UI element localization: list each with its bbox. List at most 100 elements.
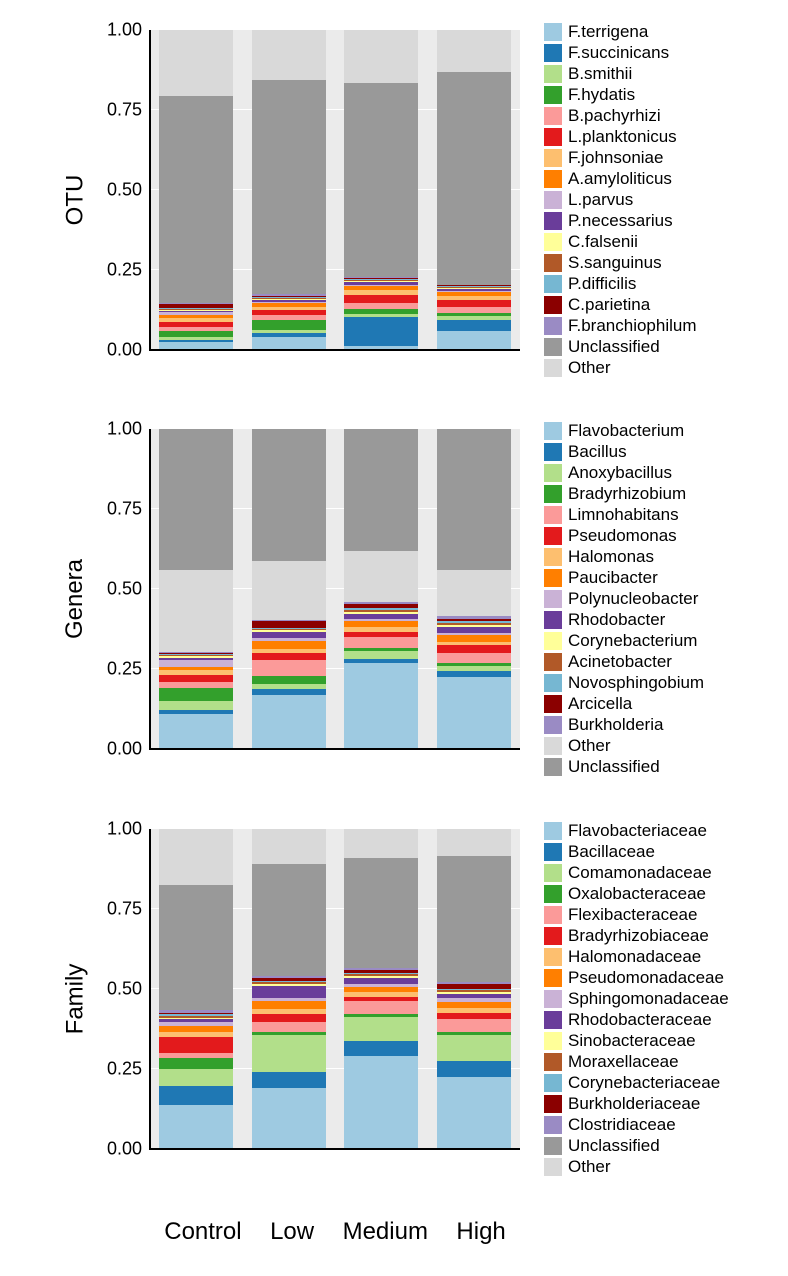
- legend-label: Burkholderiaceae: [568, 1094, 700, 1114]
- bar-control: [159, 429, 233, 749]
- legend-item: P.necessarius: [544, 211, 778, 231]
- bars-container: [150, 429, 520, 749]
- legend-item: B.smithii: [544, 64, 778, 84]
- legend-item: Acinetobacter: [544, 652, 778, 672]
- figure-root: OTU 0.000.250.500.751.00 F.terrigenaF.succ…: [0, 0, 788, 1276]
- legend-swatch: [544, 695, 562, 713]
- legend-swatch: [544, 1053, 562, 1071]
- legend-swatch: [544, 611, 562, 629]
- ytick-label: 0.50: [107, 978, 150, 999]
- ytick-label: 0.25: [107, 1058, 150, 1079]
- bars-container: [150, 30, 520, 350]
- legend-label: Anoxybacillus: [568, 463, 672, 483]
- panel-genera: Genera 0.000.250.500.751.00 Flavobacterium…: [60, 419, 778, 779]
- segment: [159, 570, 233, 652]
- segment: [344, 30, 418, 83]
- segment: [344, 1056, 418, 1149]
- legend-label: F.terrigena: [568, 22, 648, 42]
- legend-swatch: [544, 359, 562, 377]
- legend-swatch: [544, 569, 562, 587]
- ytick-label: 0.25: [107, 659, 150, 680]
- legend-swatch: [544, 275, 562, 293]
- legend-item: Unclassified: [544, 757, 778, 777]
- legend-item: Rhodobacter: [544, 610, 778, 630]
- segment: [252, 80, 326, 294]
- legend-item: A.amyloliticus: [544, 169, 778, 189]
- ytick-label: 0.75: [107, 898, 150, 919]
- panel-family: Family0.000.250.500.751.00Flavobacteriac…: [60, 819, 778, 1179]
- segment: [437, 829, 511, 856]
- legend-label: L.planktonicus: [568, 127, 677, 147]
- legend-swatch: [544, 737, 562, 755]
- segment: [252, 1072, 326, 1088]
- x-label: Control: [164, 1218, 241, 1246]
- bar-medium: [344, 829, 418, 1149]
- legend-swatch: [544, 464, 562, 482]
- segment: [344, 858, 418, 968]
- segment: [159, 1086, 233, 1105]
- legend-item: Flexibacteraceae: [544, 905, 778, 925]
- panel-label-text: Family: [61, 963, 89, 1034]
- segment: [159, 1105, 233, 1148]
- legend-item: L.parvus: [544, 190, 778, 210]
- legend-swatch: [544, 1137, 562, 1155]
- legend-label: B.smithii: [568, 64, 632, 84]
- plot-area: 0.000.250.500.751.00: [90, 419, 530, 779]
- legend-item: F.hydatis: [544, 85, 778, 105]
- legend-swatch: [544, 128, 562, 146]
- legend-label: Limnohabitans: [568, 505, 679, 525]
- legend-swatch: [544, 485, 562, 503]
- legend-item: C.falsenii: [544, 232, 778, 252]
- x-label: Medium: [343, 1218, 428, 1246]
- bar-low: [252, 429, 326, 749]
- legend-item: Other: [544, 736, 778, 756]
- legend-swatch: [544, 86, 562, 104]
- legend-label: Clostridiaceae: [568, 1115, 676, 1135]
- ytick-label: 1.00: [107, 419, 150, 440]
- legend-label: Polynucleobacter: [568, 589, 698, 609]
- legend-label: Other: [568, 736, 611, 756]
- legend-swatch: [544, 632, 562, 650]
- legend-swatch: [544, 885, 562, 903]
- legend-label: Arcicella: [568, 694, 632, 714]
- x-axis-line: [150, 748, 520, 750]
- legend-item: F.johnsoniae: [544, 148, 778, 168]
- legend-item: Flavobacterium: [544, 421, 778, 441]
- legend-item: F.terrigena: [544, 22, 778, 42]
- plot-inner: 0.000.250.500.751.00: [150, 30, 520, 350]
- legend-swatch: [544, 758, 562, 776]
- panel-label-text: OTU: [61, 175, 89, 226]
- legend-swatch: [544, 716, 562, 734]
- ytick-label: 0.50: [107, 579, 150, 600]
- ytick-label: 0.75: [107, 499, 150, 520]
- segment: [437, 1061, 511, 1077]
- legend-item: Arcicella: [544, 694, 778, 714]
- segment: [437, 570, 511, 616]
- bar-high: [437, 30, 511, 350]
- legend-item: Burkholderia: [544, 715, 778, 735]
- segment: [252, 1001, 326, 1009]
- legend-item: F.succinicans: [544, 43, 778, 63]
- legend-swatch: [544, 170, 562, 188]
- legend-label: S.sanguinus: [568, 253, 662, 273]
- legend-label: Rhodobacter: [568, 610, 665, 630]
- panel-otu: OTU 0.000.250.500.751.00 F.terrigenaF.succ…: [60, 20, 778, 380]
- plot-inner: 0.000.250.500.751.00: [150, 429, 520, 749]
- segment: [344, 551, 418, 602]
- segment: [252, 676, 326, 684]
- legend-label: A.amyloliticus: [568, 169, 672, 189]
- segment: [252, 829, 326, 864]
- legend-item: Pseudomonas: [544, 526, 778, 546]
- panel-label: Genera: [60, 419, 90, 779]
- legend-label: C.falsenii: [568, 232, 638, 252]
- segment: [437, 331, 511, 350]
- legend-label: Pseudomonas: [568, 526, 677, 546]
- bar-medium: [344, 429, 418, 749]
- legend-label: Other: [568, 1157, 611, 1177]
- legend-label: Corynebacteriaceae: [568, 1073, 720, 1093]
- legend-item: Comamonadaceae: [544, 863, 778, 883]
- legend-label: Oxalobacteraceae: [568, 884, 706, 904]
- legend-label: Sinobacteraceae: [568, 1031, 696, 1051]
- segment: [344, 83, 418, 277]
- legend-label: Flexibacteraceae: [568, 905, 697, 925]
